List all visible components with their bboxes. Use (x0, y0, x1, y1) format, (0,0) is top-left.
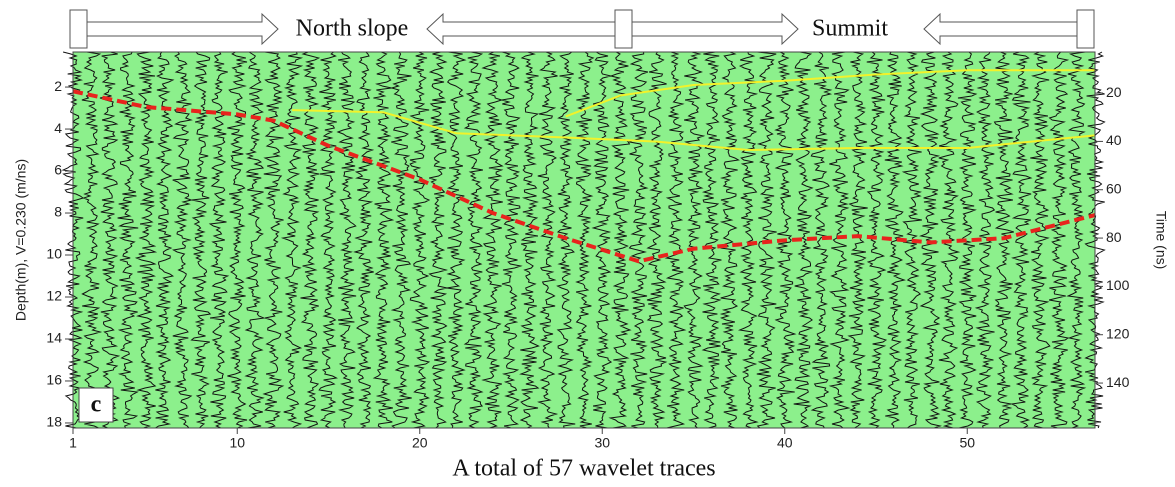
wavelet-trace (280, 51, 304, 429)
wavelet-trace (318, 51, 338, 429)
wavelet-trace (353, 51, 375, 429)
wavelet-trace (828, 51, 851, 429)
y-tick-label: 4 (54, 120, 62, 136)
wavelet-trace (446, 51, 467, 429)
y2-tick-label: 20 (1106, 84, 1122, 100)
plot-area (61, 51, 1106, 429)
wavelet-trace (575, 51, 595, 429)
wavelet-trace (683, 51, 706, 429)
wavelet-trace (519, 51, 540, 429)
y-tick-label: 2 (54, 78, 62, 94)
wavelet-trace (155, 51, 175, 429)
left-arrow (426, 12, 616, 46)
wavelet-trace (134, 51, 158, 429)
wavelet-trace (719, 51, 740, 429)
wavelet-trace (1048, 51, 1070, 429)
wavelet-trace (244, 51, 266, 429)
y2-axis-label: Time (ns) (1153, 211, 1169, 270)
wavelet-trace (993, 51, 1014, 429)
wavelet-trace (428, 51, 449, 429)
x-tick-label: 30 (594, 435, 610, 451)
wavelet-trace (938, 51, 961, 429)
wavelet-trace (1030, 51, 1051, 429)
left-arrow (923, 12, 1078, 46)
wavelet-trace (99, 51, 121, 429)
marker-box (614, 9, 633, 49)
y2-tick-label: 80 (1106, 229, 1122, 245)
wavelet-trace (847, 51, 868, 429)
wavelet-trace (793, 51, 814, 429)
y-tick-label: 6 (54, 162, 62, 178)
wavelet-trace (774, 51, 797, 429)
wavelet-trace (556, 51, 576, 429)
y2-tick-label: 60 (1106, 180, 1122, 196)
wavelet-trace (627, 51, 649, 429)
y2-tick-label: 100 (1106, 277, 1130, 293)
y-tick-label: 10 (46, 246, 62, 262)
y2-tick-label: 40 (1106, 132, 1122, 148)
y2-tick-label: 140 (1106, 374, 1130, 390)
y-tick-label: 14 (46, 330, 62, 346)
y-tick-label: 12 (46, 288, 62, 304)
y-tick-label: 16 (46, 372, 62, 388)
wavelet-trace (372, 51, 395, 429)
wavelet-trace (117, 51, 139, 429)
y-tick-label: 18 (46, 414, 62, 430)
right-arrow (631, 12, 799, 46)
marker-box (1076, 9, 1095, 49)
wavelet-trace (190, 51, 212, 429)
x-tick-label: 50 (959, 435, 975, 451)
wavelet-trace (501, 51, 523, 429)
wavelet-trace (701, 51, 722, 429)
wavelet-trace (481, 51, 504, 429)
interface-line (565, 69, 1095, 118)
region-label: Summit (812, 16, 888, 42)
wavelet-trace (61, 51, 85, 429)
x-tick-label: 10 (229, 435, 245, 451)
wavelet-trace (1084, 51, 1106, 429)
interface-line (72, 89, 1096, 264)
wavelet-trace (608, 51, 632, 429)
wavelet-trace (409, 51, 431, 429)
wavelet-trace (866, 51, 888, 429)
panel-label: c (91, 392, 102, 418)
wavelet-trace (591, 51, 613, 429)
wavelet-trace (537, 51, 559, 429)
wavelet-trace (737, 51, 759, 429)
wavelet-trace (262, 51, 285, 429)
wavelet-trace (81, 51, 103, 429)
right-arrow (86, 12, 279, 46)
y-tick-label: 8 (54, 204, 62, 220)
wavelet-trace (463, 51, 484, 429)
x-tick-label: 40 (777, 435, 793, 451)
wavelet-trace (646, 51, 668, 429)
x-tick-label: 1 (69, 435, 77, 451)
wavelet-trace (390, 51, 412, 429)
interface-line (291, 109, 1096, 152)
x-axis-label: A total of 57 wavelet traces (452, 456, 715, 482)
plot-frame (72, 51, 1096, 429)
wavelet-trace (1066, 51, 1087, 429)
wavelet-trace (300, 51, 321, 429)
wavelet-trace (336, 51, 357, 429)
wavelet-trace (172, 51, 194, 429)
panel-label-box (78, 387, 114, 423)
y-axis-label: Depth(m), V=0.230 (m/ns) (13, 159, 29, 321)
wavelet-trace (1010, 51, 1033, 429)
wavelet-trace (919, 51, 942, 429)
x-tick-label: 20 (412, 435, 428, 451)
marker-box (69, 9, 88, 49)
y2-tick-label: 120 (1106, 325, 1130, 341)
wavelet-trace (810, 51, 833, 429)
region-label: North slope (296, 16, 409, 42)
wavelet-trace (664, 51, 687, 429)
